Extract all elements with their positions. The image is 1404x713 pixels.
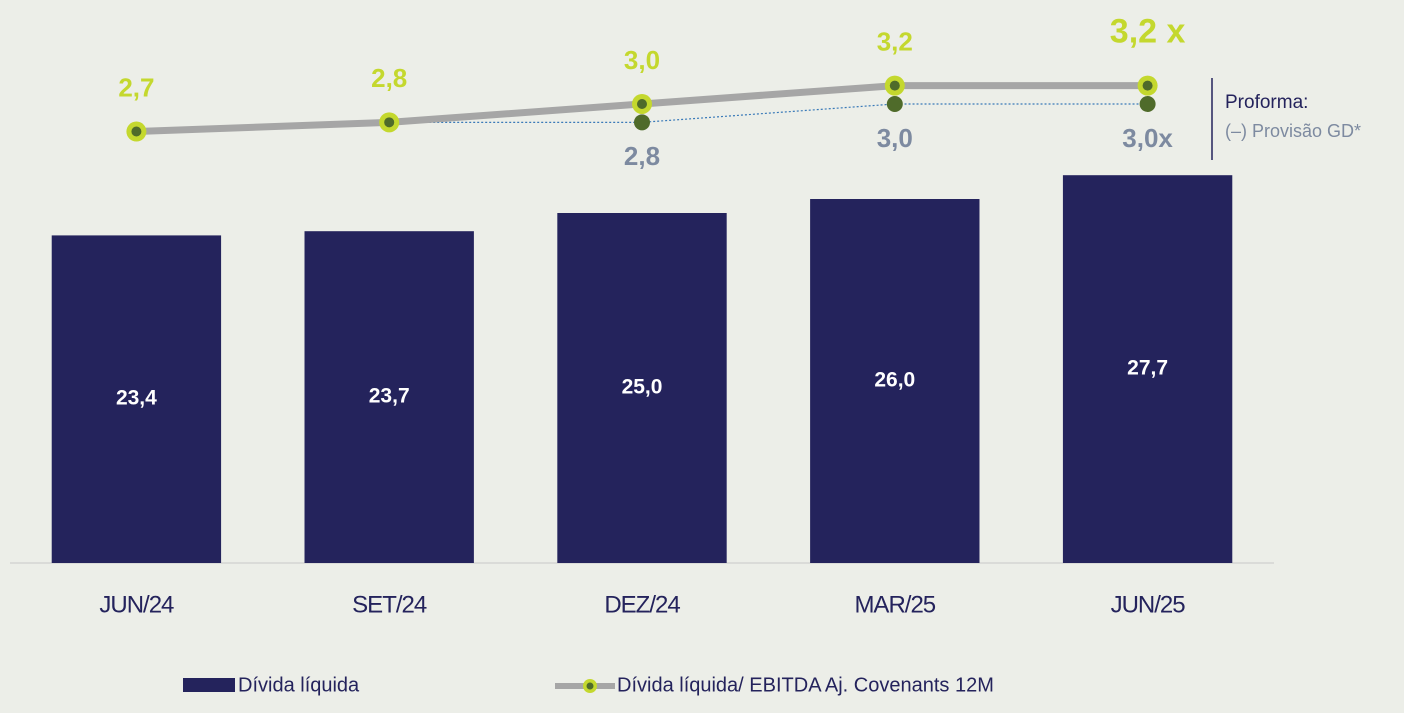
line-value-label: 3,2 x (1110, 13, 1186, 51)
annotation: (–) Provisão GD* (1225, 121, 1361, 141)
line-marker-center (131, 126, 142, 137)
proforma-marker (886, 95, 903, 112)
bar (810, 199, 980, 563)
bar-value-label: 26,0 (874, 369, 915, 392)
line-value-label: 3,0 (624, 45, 660, 75)
line-marker-center (1142, 80, 1153, 91)
proforma-marker (634, 114, 650, 131)
bar-value-label: 23,4 (116, 387, 157, 410)
bar-value-label: 27,7 (1127, 357, 1168, 380)
x-tick-label: JUN/24 (99, 591, 174, 618)
line-marker-center (384, 117, 395, 128)
proforma-value-label: 3,0 (877, 123, 913, 153)
bar-value-label: 25,0 (622, 376, 663, 399)
bar (304, 231, 474, 563)
x-tick-label: MAR/25 (854, 591, 935, 618)
bar-value-label: 23,7 (369, 385, 410, 408)
line-value-label: 3,2 (877, 26, 913, 56)
x-tick-label: SET/24 (352, 591, 427, 618)
x-tick-label: JUN/25 (1111, 591, 1186, 618)
proforma-value-label: 3,0x (1122, 123, 1173, 153)
line-marker-center (637, 98, 647, 109)
proforma-line (389, 103, 1148, 123)
bar (1062, 175, 1233, 563)
line-value-label: 2,8 (371, 63, 407, 93)
proforma-value-label: 2,8 (624, 141, 660, 171)
legend-label: Dívida líquida (238, 674, 360, 696)
x-tick-label: DEZ/24 (604, 591, 680, 618)
line-value-label: 2,7 (118, 72, 154, 102)
legend-label: Dívida líquida/ EBITDA Aj. Covenants 12M (617, 674, 994, 696)
bar (557, 213, 727, 563)
annotation: Proforma: (1225, 92, 1308, 113)
legend-marker-center (586, 682, 594, 690)
legend-swatch (183, 678, 235, 692)
bar (51, 235, 222, 563)
line-marker-center (889, 80, 900, 91)
proforma-marker (1139, 95, 1156, 112)
